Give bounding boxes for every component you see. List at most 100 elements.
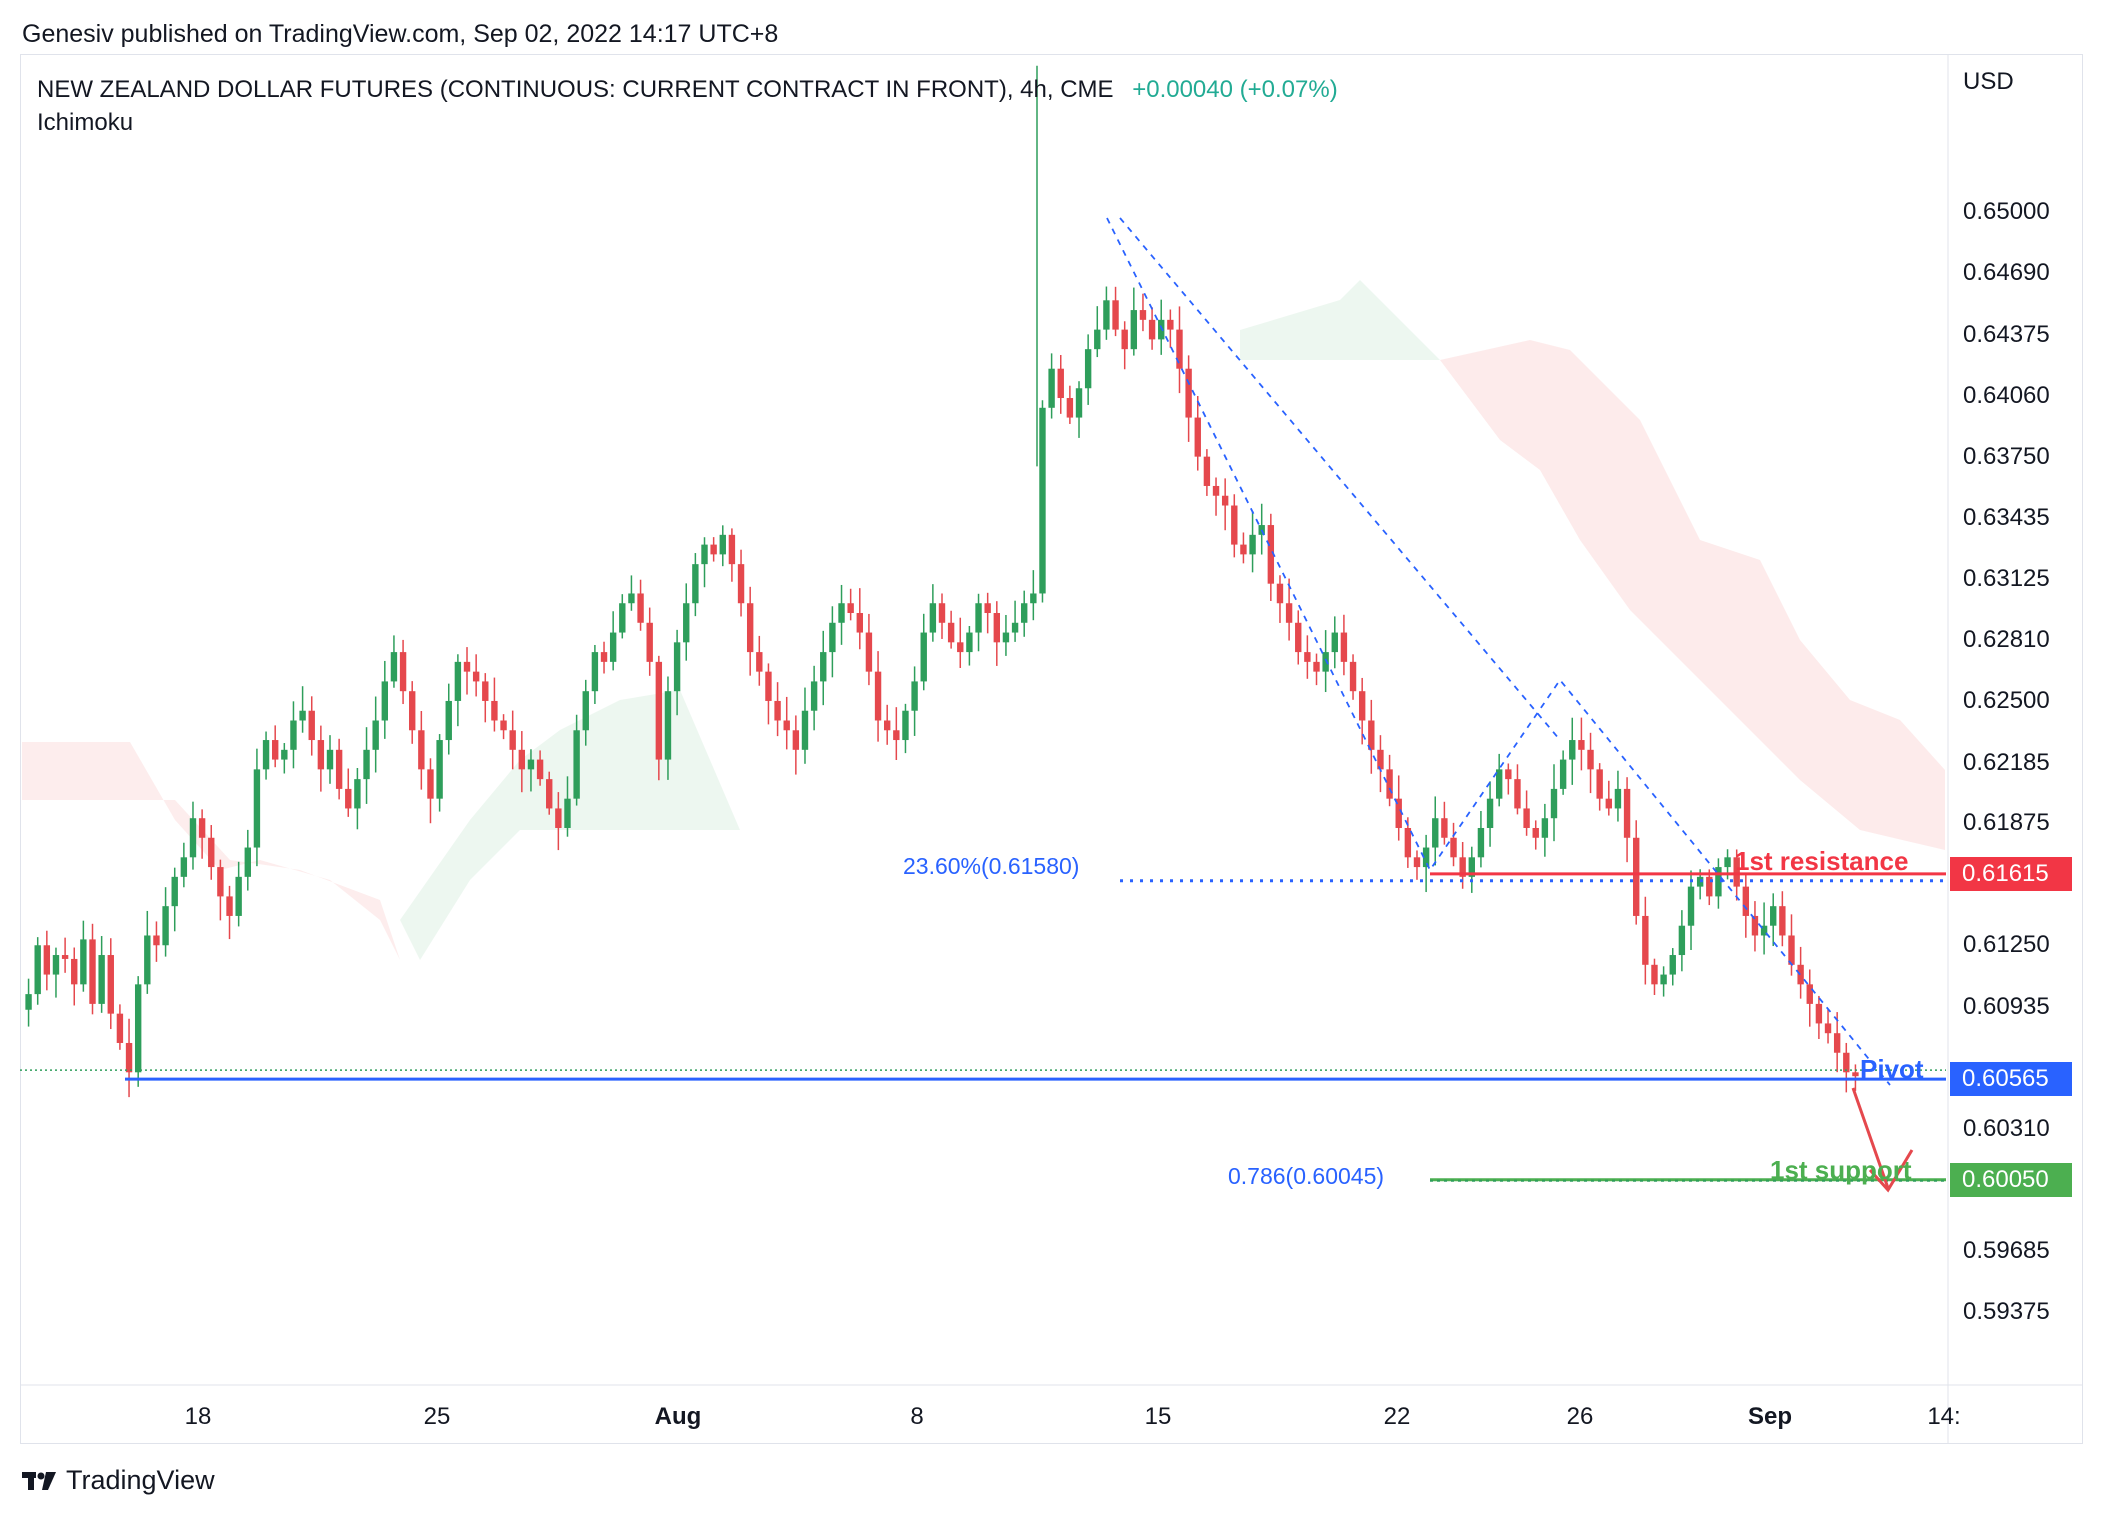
candle-body xyxy=(326,749,334,770)
candle-body xyxy=(975,603,982,633)
candle-body xyxy=(1824,1023,1832,1034)
candle-body xyxy=(993,613,1001,643)
candle-body xyxy=(271,740,279,760)
candle-body xyxy=(345,788,352,809)
candle-body xyxy=(198,818,206,838)
candle-body xyxy=(838,603,845,623)
candle-body xyxy=(947,622,955,643)
candle-body xyxy=(1623,788,1631,838)
y-tick-label: 0.63435 xyxy=(1963,504,2050,532)
candle-body xyxy=(1495,769,1503,799)
candle-body xyxy=(1349,661,1357,692)
x-tick-label: 14: xyxy=(1927,1403,1961,1430)
candle-body xyxy=(1651,964,1658,985)
y-tick-label: 0.65000 xyxy=(1963,198,2050,226)
candle-body xyxy=(180,857,188,877)
candle-body xyxy=(1642,915,1649,965)
candle-body xyxy=(957,642,964,653)
candle-body xyxy=(737,564,745,604)
candle-body xyxy=(491,700,498,721)
candle-body xyxy=(1706,876,1713,897)
candle-body xyxy=(1459,857,1466,877)
candle-body xyxy=(1669,955,1676,975)
candle-body xyxy=(966,632,973,653)
candle-body xyxy=(701,544,708,565)
candle-body xyxy=(710,544,717,555)
candle-body xyxy=(756,652,763,672)
candle-body xyxy=(463,661,471,672)
publish-info: Genesiv published on TradingView.com, Se… xyxy=(22,20,779,48)
candle-body xyxy=(847,603,854,614)
y-tick-label: 0.61875 xyxy=(1963,809,2050,837)
candle-body xyxy=(874,671,882,721)
candle-body xyxy=(619,603,626,633)
candle-body xyxy=(500,720,507,731)
candle-body xyxy=(1614,788,1622,809)
candle-body xyxy=(920,632,927,682)
candle-body xyxy=(1578,740,1585,750)
candle-body xyxy=(1185,368,1192,418)
candle-body xyxy=(637,593,644,623)
candle-body xyxy=(1203,456,1211,486)
candle-body xyxy=(1103,300,1110,330)
candle-body xyxy=(728,534,736,565)
candle-body xyxy=(509,730,516,750)
candle-body xyxy=(116,1013,124,1043)
candle-body xyxy=(1770,906,1777,926)
candle-body xyxy=(1733,857,1740,887)
candle-body xyxy=(536,759,544,780)
indicator-label[interactable]: Ichimoku xyxy=(37,109,134,136)
level-label: 1st support xyxy=(1770,1154,1912,1185)
candle-body xyxy=(1550,788,1558,819)
candle-body xyxy=(1194,417,1201,457)
candle-body xyxy=(262,740,270,770)
tradingview-logo[interactable]: TradingView xyxy=(22,1465,215,1496)
candle-body xyxy=(1797,964,1804,985)
chart-frame[interactable] xyxy=(20,54,2083,1444)
candle-body xyxy=(1422,847,1430,868)
x-tick-label: 26 xyxy=(1566,1403,1594,1430)
candle-body xyxy=(1724,857,1731,868)
candle-body xyxy=(1486,798,1494,828)
fib-label: 23.60%(0.61580) xyxy=(903,852,1080,879)
price-change: +0.00040 (+0.07%) xyxy=(1132,76,1338,103)
candle-body xyxy=(1331,632,1338,653)
candle-body xyxy=(911,681,918,711)
candle-body xyxy=(692,564,699,604)
candle-body xyxy=(1094,329,1101,350)
candle-body xyxy=(208,837,215,868)
candle-body xyxy=(1276,583,1284,604)
candle-body xyxy=(1788,935,1795,965)
candle-body xyxy=(409,691,416,731)
candle-body xyxy=(1852,1072,1859,1077)
candle-body xyxy=(1413,857,1421,868)
projection-arrow-head xyxy=(1868,1149,1914,1193)
candle-body xyxy=(308,710,315,741)
candle-body xyxy=(829,622,836,653)
candle-body xyxy=(664,691,672,760)
candle-body xyxy=(1084,349,1092,389)
y-tick-label: 0.59375 xyxy=(1963,1297,2050,1325)
candle-body xyxy=(1212,485,1220,496)
candle-body xyxy=(1368,720,1375,750)
candle-body xyxy=(1002,632,1010,643)
candle-body xyxy=(372,720,379,750)
candle-body xyxy=(1541,818,1549,838)
candle-body xyxy=(1633,837,1640,916)
fib-trend-line xyxy=(1106,217,1891,1086)
candle-body xyxy=(1240,544,1247,555)
chart-title: NEW ZEALAND DOLLAR FUTURES (CONTINUOUS: … xyxy=(37,76,1114,103)
x-tick-label: 22 xyxy=(1383,1403,1411,1430)
candle-body xyxy=(883,720,891,731)
candle-body xyxy=(774,700,781,721)
y-tick-label: 0.63125 xyxy=(1963,564,2050,592)
candle-body xyxy=(801,710,809,750)
candle-body xyxy=(518,749,526,770)
candle-body xyxy=(1130,310,1138,350)
candle-body xyxy=(1587,749,1594,770)
candle-body xyxy=(189,818,197,858)
candle-body xyxy=(1779,906,1786,936)
y-tick-label: 0.62810 xyxy=(1963,626,2050,654)
candle-body xyxy=(582,691,589,731)
